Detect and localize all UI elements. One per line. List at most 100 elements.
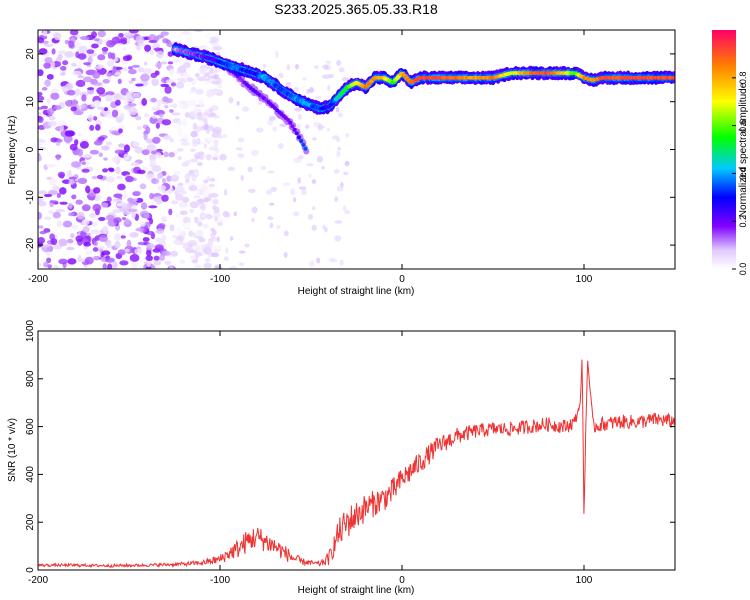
y-tick-label: 800 xyxy=(25,370,36,387)
heatmap-noise-cell xyxy=(56,220,63,227)
heatmap-noise-cell xyxy=(223,188,228,196)
heatmap-noise-cell xyxy=(177,156,182,161)
heatmap-noise-cell xyxy=(111,109,119,118)
heatmap-noise-cell xyxy=(94,197,100,202)
heatmap-noise-cell xyxy=(209,67,214,74)
heatmap-noise-cell xyxy=(52,185,60,192)
heatmap-noise-cell xyxy=(57,50,67,55)
heatmap-noise-cell xyxy=(98,234,108,243)
heatmap-noise-cell xyxy=(115,99,121,106)
figure-title: S233.2025.365.05.33.R18 xyxy=(274,1,438,17)
heatmap-noise-cell xyxy=(85,250,93,255)
heatmap-noise-cell xyxy=(203,196,209,203)
heatmap-noise-cell xyxy=(216,236,220,243)
x-tick-label: 0 xyxy=(399,575,405,586)
heatmap-noise-cell xyxy=(38,211,43,220)
heatmap-x-ticks: -200 -100 0 100 xyxy=(28,30,593,285)
heatmap-noise-cell xyxy=(123,104,131,110)
heatmap-noise-cell xyxy=(131,77,136,82)
heatmap-noise-cell xyxy=(68,212,75,217)
heatmap-noise-cell xyxy=(315,95,322,100)
heatmap-noise-cell xyxy=(46,108,55,115)
heatmap-noise-cell xyxy=(164,260,172,265)
heatmap-noise-cell xyxy=(172,59,180,63)
heatmap-noise-cell xyxy=(69,143,78,151)
heatmap-noise-cell xyxy=(75,235,83,242)
heatmap-noise-cell xyxy=(129,30,139,34)
heatmap-noise-cell xyxy=(183,133,189,140)
heatmap-noise-cell xyxy=(209,89,220,94)
heatmap-noise-cell xyxy=(293,87,299,92)
heatmap-noise-cell xyxy=(160,61,168,65)
heatmap-noise-cell xyxy=(228,97,234,104)
heatmap-noise-cell xyxy=(155,122,160,129)
heatmap-noise-cell xyxy=(157,223,166,229)
heatmap-noise-cell xyxy=(105,176,115,183)
heatmap-noise-cell xyxy=(106,39,116,48)
heatmap-noise-cell xyxy=(326,127,330,132)
y-tick-label: 600 xyxy=(25,418,36,435)
heatmap-noise-cell xyxy=(81,168,90,173)
heatmap-noise-cell xyxy=(106,196,112,203)
heatmap-noise-cell xyxy=(112,65,117,74)
heatmap-noise-cell xyxy=(145,126,151,135)
snr-y-ticks: 0 200 400 600 800 1000 xyxy=(25,319,675,573)
heatmap-noise-cell xyxy=(62,220,73,228)
heatmap-noise-cell xyxy=(91,31,97,39)
heatmap-noise-cell xyxy=(38,106,44,111)
heatmap-noise-cell xyxy=(335,106,340,113)
heatmap-noise-cell xyxy=(338,67,345,73)
heatmap-noise-cell xyxy=(194,252,203,257)
heatmap-noise-cell xyxy=(176,227,182,235)
heatmap-noise-cell xyxy=(93,187,101,194)
x-tick-label: 0 xyxy=(399,274,405,285)
heatmap-noise-cell xyxy=(135,83,144,87)
heatmap-noise-cell xyxy=(161,177,167,184)
heatmap-noise-cell xyxy=(68,179,76,185)
heatmap-noise-cell xyxy=(71,225,79,230)
heatmap-noise-cell xyxy=(123,98,129,106)
heatmap-noise-cell xyxy=(57,171,66,178)
heatmap-noise-cell xyxy=(157,172,164,179)
heatmap-noise-cell xyxy=(182,216,191,224)
heatmap-noise-cell xyxy=(131,210,136,219)
heatmap-noise-cell xyxy=(128,69,137,75)
heatmap-noise-cell xyxy=(267,170,275,174)
heatmap-noise-cell xyxy=(146,261,151,268)
heatmap-noise-cell xyxy=(45,163,56,168)
heatmap-branch-cell xyxy=(303,146,308,151)
heatmap-noise-cell xyxy=(115,43,124,47)
heatmap-noise-cell xyxy=(154,244,164,251)
heatmap-noise-cell xyxy=(50,238,58,246)
heatmap-noise-cell xyxy=(114,240,121,249)
heatmap-noise-cell xyxy=(185,160,191,165)
heatmap-noise-cell xyxy=(325,60,332,64)
heatmap-noise-cell xyxy=(38,138,44,143)
heatmap-noise-cell xyxy=(73,110,84,116)
heatmap-noise-cell xyxy=(208,107,213,113)
heatmap-noise-cell xyxy=(235,116,240,120)
heatmap-noise-cell xyxy=(339,259,344,266)
x-tick-label: -200 xyxy=(28,575,48,586)
heatmap-branch-cell xyxy=(288,120,293,125)
heatmap-noise-cell xyxy=(53,105,62,111)
heatmap-noise-cell xyxy=(209,192,219,198)
heatmap-noise-cell xyxy=(275,50,279,58)
heatmap-noise-cell xyxy=(227,166,235,172)
heatmap-noise-cell xyxy=(145,255,153,262)
heatmap-noise-cell xyxy=(70,233,75,239)
heatmap-noise-cell xyxy=(244,243,250,248)
heatmap-noise-cell xyxy=(179,259,186,264)
heatmap-noise-cell xyxy=(153,255,160,261)
heatmap-noise-cell xyxy=(77,61,82,70)
heatmap-noise-cell xyxy=(202,111,210,117)
heatmap-noise-cell xyxy=(177,120,182,126)
heatmap-noise-cell xyxy=(128,80,134,84)
x-tick-label: -100 xyxy=(210,575,230,586)
heatmap-noise-cell xyxy=(238,262,244,266)
heatmap-noise-cell xyxy=(166,175,172,182)
heatmap-noise-cell xyxy=(77,53,87,60)
heatmap-noise-cell xyxy=(85,185,91,194)
heatmap-noise-cell xyxy=(236,101,240,106)
heatmap-noise-cell xyxy=(118,128,123,134)
